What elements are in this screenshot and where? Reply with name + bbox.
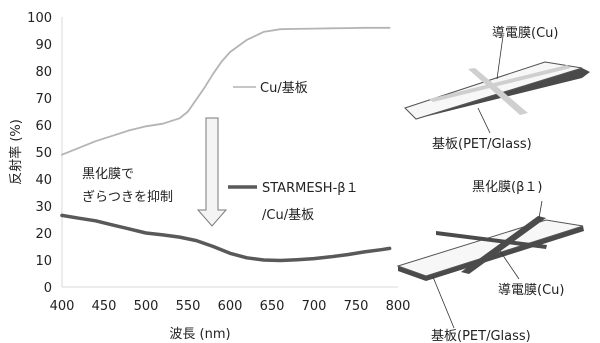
- x-tick-labels: 400 450 500 550 600 650 700 750 800: [50, 299, 411, 314]
- glare-text-line1: 黒化膜で: [82, 167, 134, 182]
- y-tick-label: 100: [27, 11, 52, 26]
- y-axis-title: 反射率 (%): [8, 119, 24, 185]
- bottom-sample-illustration: [396, 200, 584, 329]
- x-tick-label: 700: [302, 299, 327, 314]
- y-tick-label: 90: [35, 38, 52, 53]
- x-tick-label: 550: [176, 299, 201, 314]
- x-tick-label: 600: [218, 299, 243, 314]
- y-tick-label: 60: [35, 119, 52, 134]
- y-tick-label: 0: [44, 281, 52, 296]
- bottom-black-line-horizontal: [436, 231, 547, 249]
- x-tick-label: 650: [260, 299, 285, 314]
- y-tick-label: 50: [35, 146, 52, 161]
- down-arrow-icon: [196, 117, 228, 227]
- y-tick-label: 40: [35, 173, 52, 188]
- y-tick-label: 30: [35, 200, 52, 215]
- top-substrate-label: 基板(PET/Glass): [432, 137, 532, 152]
- y-tick-label: 10: [35, 254, 52, 269]
- series-line-starmesh: [60, 213, 392, 263]
- bottom-substrate-label: 基板(PET/Glass): [431, 329, 531, 343]
- series-layer: [60, 26, 392, 263]
- series-line-cu: [61, 26, 391, 156]
- y-tick-label: 20: [35, 227, 52, 242]
- top-sample-illustration: [404, 35, 590, 134]
- top-film-label: 導電膜(Cu): [492, 26, 558, 41]
- starmesh-series-label-line2: /Cu/基板: [262, 208, 314, 223]
- x-tick-label: 400: [50, 299, 75, 314]
- y-tick-label: 80: [35, 65, 52, 80]
- x-tick-label: 500: [134, 299, 159, 314]
- bottom-black-leader: [538, 200, 543, 219]
- bottom-film-leader: [499, 250, 520, 280]
- bottom-black-line-vertical: [461, 216, 546, 274]
- bottom-substrate-face: [396, 219, 584, 277]
- x-tick-label: 750: [344, 299, 369, 314]
- top-substrate-leader: [477, 107, 491, 134]
- bottom-substrate-leader: [432, 276, 455, 329]
- bottom-black-film-label: 黒化膜(β１): [472, 180, 542, 195]
- x-axis-title: 波長 (nm): [169, 327, 230, 342]
- cu-series-label: Cu/基板: [260, 81, 308, 96]
- top-cu-line-horizontal: [429, 65, 571, 102]
- y-tick-labels: 0 10 20 30 40 50 60 70 80 90 100: [27, 11, 52, 296]
- top-film-leader: [496, 35, 504, 80]
- top-cu-line-vertical: [468, 68, 528, 115]
- x-tick-label: 450: [92, 299, 117, 314]
- x-tick-label: 800: [386, 299, 411, 314]
- starmesh-series-label-line1: STARMESH-β１: [262, 181, 359, 196]
- bottom-film-label: 導電膜(Cu): [498, 283, 564, 298]
- y-tick-label: 70: [35, 92, 52, 107]
- glare-text-line2: ぎらつきを抑制: [82, 190, 173, 205]
